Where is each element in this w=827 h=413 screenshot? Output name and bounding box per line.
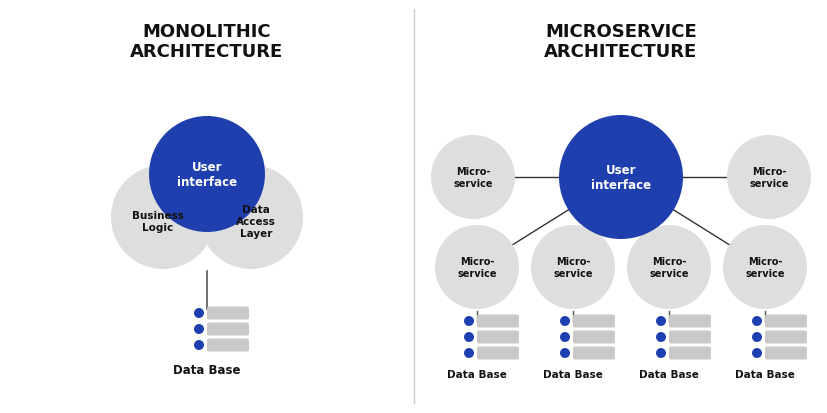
Circle shape [194,340,203,350]
FancyBboxPatch shape [572,347,614,360]
Circle shape [558,116,682,240]
Circle shape [722,225,806,309]
FancyBboxPatch shape [668,315,710,328]
Circle shape [751,348,761,358]
FancyBboxPatch shape [764,331,806,344]
FancyBboxPatch shape [572,331,614,344]
Text: Micro-
service: Micro- service [552,256,592,278]
Circle shape [559,316,569,326]
Text: Data Base: Data Base [734,369,794,379]
FancyBboxPatch shape [476,347,519,360]
FancyBboxPatch shape [764,347,806,360]
Circle shape [111,166,215,269]
Text: Micro-
service: Micro- service [648,256,688,278]
Circle shape [149,117,265,233]
Circle shape [434,225,519,309]
FancyBboxPatch shape [668,331,710,344]
FancyBboxPatch shape [476,315,519,328]
Text: Micro-
service: Micro- service [457,256,496,278]
FancyBboxPatch shape [476,331,519,344]
FancyBboxPatch shape [572,315,614,328]
Circle shape [726,136,810,219]
Circle shape [655,348,665,358]
Text: MONOLITHIC
ARCHITECTURE: MONOLITHIC ARCHITECTURE [130,23,284,61]
Text: Data Base: Data Base [447,369,506,379]
Circle shape [559,348,569,358]
FancyBboxPatch shape [207,323,249,336]
Text: User
interface: User interface [177,160,237,189]
Circle shape [431,136,514,219]
Circle shape [463,348,473,358]
Text: Business
Logic: Business Logic [131,211,184,233]
Circle shape [194,324,203,334]
Circle shape [655,332,665,342]
Circle shape [463,332,473,342]
Circle shape [463,316,473,326]
FancyBboxPatch shape [207,339,249,351]
FancyBboxPatch shape [764,315,806,328]
Text: Data Base: Data Base [173,363,241,375]
Circle shape [194,308,203,318]
Circle shape [198,166,303,269]
Text: Micro-
service: Micro- service [452,166,492,189]
Circle shape [626,225,710,309]
Text: Data Base: Data Base [543,369,602,379]
FancyBboxPatch shape [207,307,249,320]
Text: Micro-
service: Micro- service [748,166,788,189]
Text: MICROSERVICE
ARCHITECTURE: MICROSERVICE ARCHITECTURE [543,23,697,61]
Circle shape [751,332,761,342]
Circle shape [530,225,614,309]
Text: Data
Access
Layer: Data Access Layer [236,204,275,238]
Text: Micro-
service: Micro- service [744,256,784,278]
Circle shape [751,316,761,326]
FancyBboxPatch shape [668,347,710,360]
Text: Data Base: Data Base [638,369,698,379]
Circle shape [559,332,569,342]
Text: User
interface: User interface [590,164,650,192]
Circle shape [655,316,665,326]
